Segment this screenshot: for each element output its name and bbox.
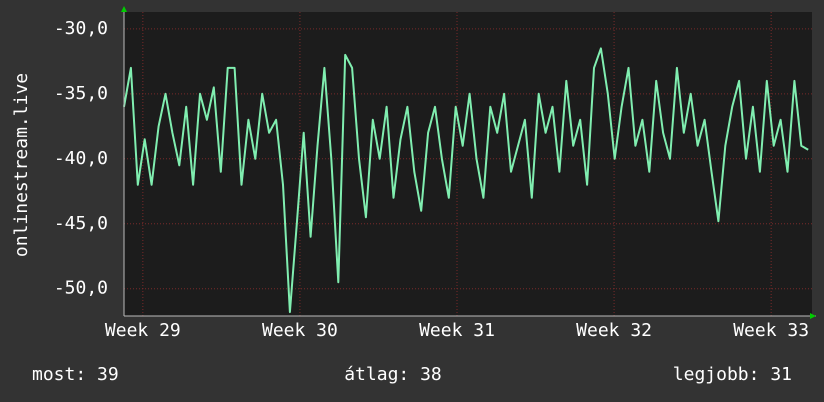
footer-current: most: 39 — [32, 364, 119, 385]
footer-best: legjobb: 31 — [673, 364, 792, 385]
y-tick-label: -40,0 — [54, 148, 108, 169]
data-line — [123, 47, 809, 314]
y-axis-label: onlinestream.live — [11, 73, 32, 257]
x-tick-label: Week 32 — [576, 320, 652, 341]
y-tick-label: -35,0 — [54, 83, 108, 104]
x-tick-label: Week 31 — [419, 320, 495, 341]
x-tick-label: Week 33 — [733, 320, 809, 341]
plot-area — [124, 12, 812, 316]
y-tick-label: -50,0 — [54, 278, 108, 299]
x-axis-arrow — [810, 313, 816, 319]
x-tick-label: Week 29 — [105, 320, 181, 341]
y-axis-arrow — [121, 6, 127, 12]
y-tick-label: -30,0 — [54, 18, 108, 39]
y-tick-label: -45,0 — [54, 213, 108, 234]
footer-average: átlag: 38 — [344, 364, 442, 385]
x-tick-label: Week 30 — [262, 320, 338, 341]
